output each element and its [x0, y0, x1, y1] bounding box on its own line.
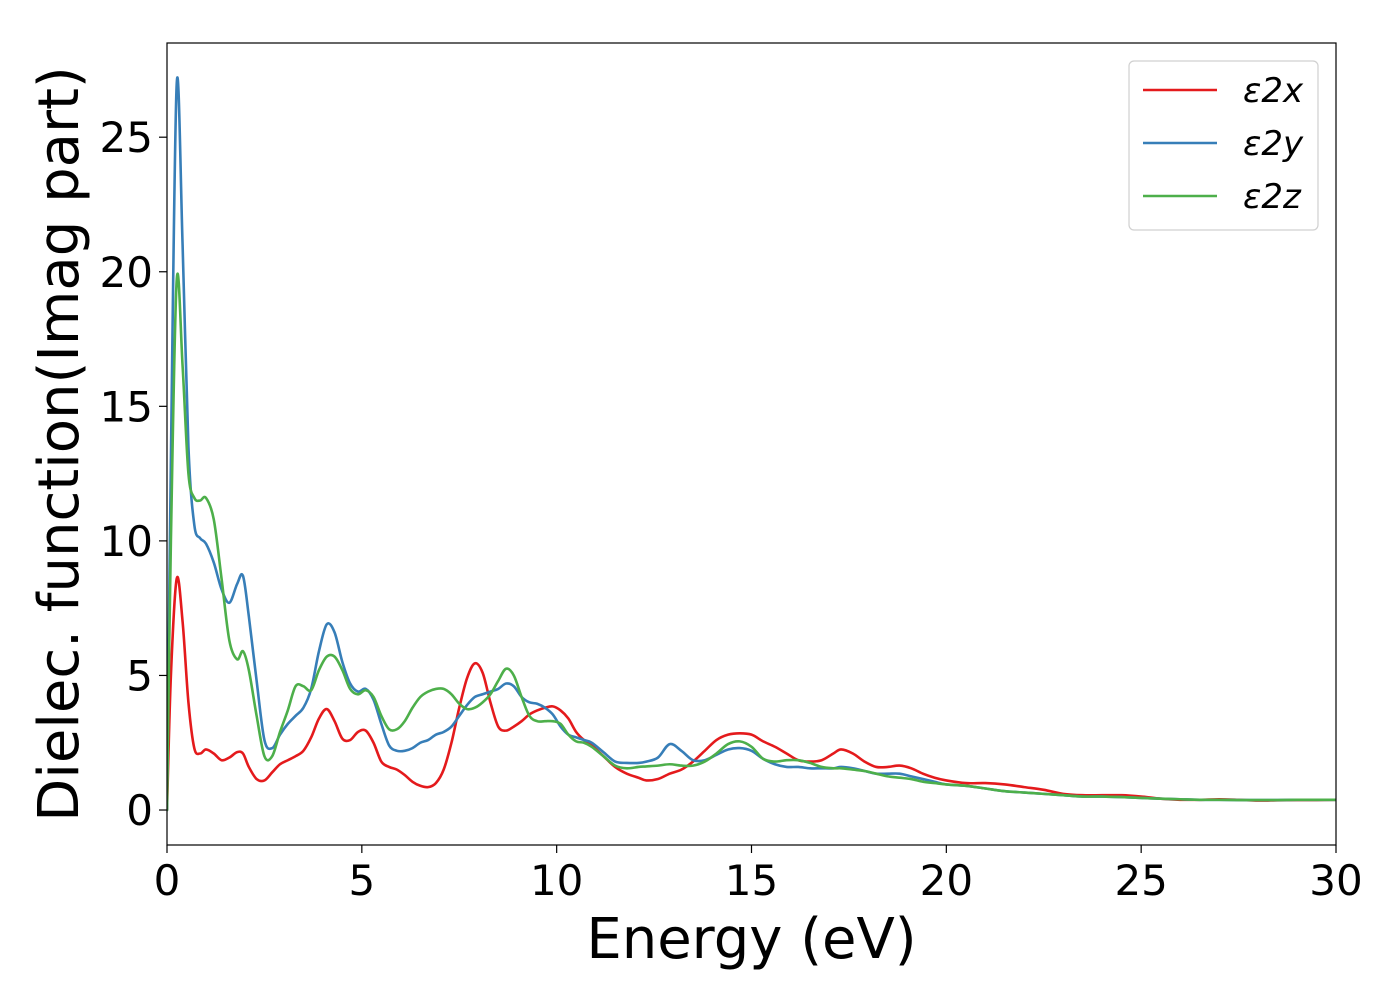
y-tick-label: 5: [126, 651, 153, 700]
x-tick-label: 10: [530, 856, 583, 905]
x-tick-label: 30: [1309, 856, 1362, 905]
y-tick-label: 25: [100, 113, 153, 162]
y-tick-label: 20: [100, 248, 153, 297]
series-line-1: [167, 575, 1336, 812]
series-line-3: [167, 272, 1336, 812]
legend-label: ε2y: [1243, 124, 1304, 164]
legend-box: [1128, 60, 1319, 231]
legend-label: ε2x: [1243, 71, 1304, 111]
x-tick-label: 15: [725, 856, 778, 905]
legend-label: ε2z: [1243, 177, 1302, 217]
plot-area: [166, 42, 1337, 846]
x-tick-label: 20: [920, 856, 973, 905]
x-axis: 0 5 10 15 20 25 30: [154, 845, 1363, 905]
x-tick-label: 5: [348, 856, 375, 905]
x-axis-label: Energy (eV): [586, 907, 916, 972]
legend: ε2x ε2y ε2z: [1128, 60, 1319, 231]
series-layer: [167, 76, 1336, 812]
y-axis: 0 5 10 15 20 25: [100, 113, 167, 835]
x-tick-label: 25: [1114, 856, 1167, 905]
y-tick-label: 0: [126, 786, 153, 835]
y-axis-label: Dielec. function(Imag part): [27, 66, 92, 822]
y-tick-label: 15: [100, 382, 153, 431]
y-tick-label: 10: [100, 517, 153, 566]
x-tick-label: 0: [154, 856, 181, 905]
